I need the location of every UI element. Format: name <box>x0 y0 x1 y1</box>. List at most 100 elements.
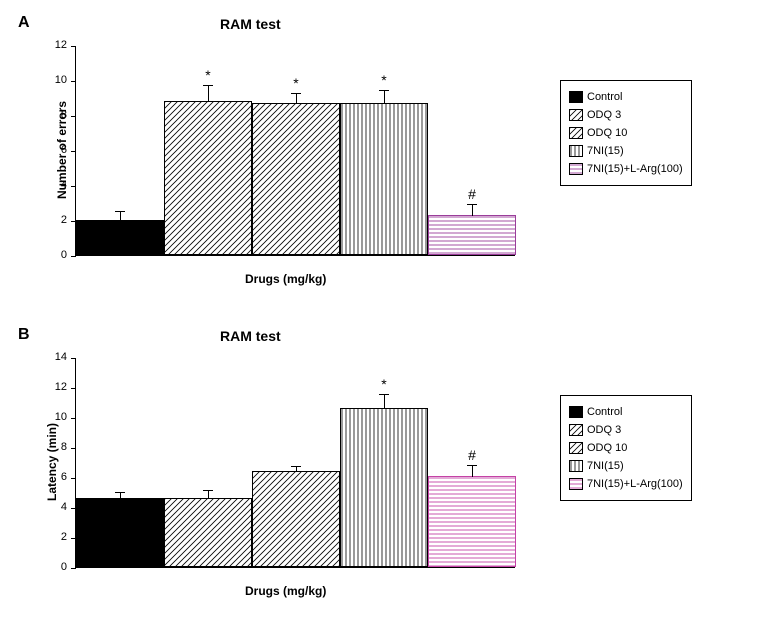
bar <box>252 471 340 567</box>
panel-a-title: RAM test <box>220 16 281 32</box>
legend-label: ODQ 3 <box>587 109 621 121</box>
ytick <box>71 418 76 419</box>
panel-b-plot: *# <box>75 358 515 568</box>
legend-b: Control ODQ 3 ODQ 10 7NI(15) 7NI(15)+L-Arg(1… <box>560 395 692 501</box>
legend-swatch <box>569 460 583 472</box>
panel-a-plot: * * * # <box>75 46 515 256</box>
ytick <box>71 81 76 82</box>
legend-label: 7NI(15) <box>587 145 624 157</box>
significance-marker: * <box>374 376 394 392</box>
legend-item: Control <box>569 404 683 420</box>
legend-swatch <box>569 406 583 418</box>
error-bar <box>120 492 121 499</box>
ytick-label: 6 <box>0 471 67 483</box>
error-cap <box>115 211 125 212</box>
legend-label: 7NI(15) <box>587 460 624 472</box>
ytick-label: 8 <box>0 109 67 121</box>
error-cap <box>203 490 213 491</box>
legend-item: 7NI(15)+L-Arg(100) <box>569 476 683 492</box>
error-cap <box>115 492 125 493</box>
bar <box>340 103 428 255</box>
error-bar <box>296 93 297 104</box>
ytick-label: 12 <box>0 39 67 51</box>
error-bar <box>208 490 209 499</box>
ytick-label: 14 <box>0 351 67 363</box>
panel-b-xlabel: Drugs (mg/kg) <box>245 584 326 598</box>
ytick <box>71 478 76 479</box>
legend-swatch <box>569 478 583 490</box>
legend-label: 7NI(15)+L-Arg(100) <box>587 478 683 490</box>
error-cap <box>467 465 477 466</box>
error-cap <box>467 204 477 205</box>
bar <box>252 103 340 255</box>
error-cap <box>379 394 389 395</box>
legend-swatch <box>569 109 583 121</box>
figure: A RAM test ***# Number of errors Drugs (… <box>0 0 766 636</box>
bar <box>164 101 252 255</box>
ytick <box>71 186 76 187</box>
legend-label: ODQ 10 <box>587 127 627 139</box>
legend-item: ODQ 3 <box>569 422 683 438</box>
error-bar <box>384 90 385 104</box>
bar <box>428 215 516 255</box>
ytick <box>71 388 76 389</box>
legend-item: 7NI(15) <box>569 143 683 159</box>
ytick <box>71 46 76 47</box>
ytick <box>71 151 76 152</box>
error-cap <box>291 466 301 467</box>
error-bar <box>384 394 385 409</box>
legend-swatch <box>569 91 583 103</box>
ytick-label: 2 <box>0 531 67 543</box>
legend-label: ODQ 3 <box>587 424 621 436</box>
legend-swatch <box>569 424 583 436</box>
legend-swatch <box>569 442 583 454</box>
panel-b-ylabel: Latency (min) <box>45 423 59 501</box>
ytick-label: 4 <box>0 501 67 513</box>
panel-a-label: A <box>18 14 30 32</box>
ytick-label: 2 <box>0 214 67 226</box>
ytick <box>71 448 76 449</box>
bar <box>76 498 164 567</box>
ytick-label: 10 <box>0 411 67 423</box>
ytick-label: 0 <box>0 249 67 261</box>
ytick-label: 10 <box>0 74 67 86</box>
legend-item: 7NI(15) <box>569 458 683 474</box>
ytick-label: 4 <box>0 179 67 191</box>
error-bar <box>472 204 473 216</box>
legend-item: Control <box>569 89 683 105</box>
legend-swatch <box>569 163 583 175</box>
error-bar <box>208 85 209 103</box>
legend-item: 7NI(15)+L-Arg(100) <box>569 161 683 177</box>
legend-item: ODQ 10 <box>569 440 683 456</box>
bar <box>340 408 428 567</box>
bar <box>76 220 164 255</box>
ytick-label: 0 <box>0 561 67 573</box>
error-cap <box>379 90 389 91</box>
legend-label: Control <box>587 406 622 418</box>
significance-marker: * <box>198 67 218 83</box>
error-bar <box>120 211 121 222</box>
error-cap <box>291 93 301 94</box>
significance-marker: # <box>462 447 482 463</box>
error-cap <box>203 85 213 86</box>
significance-marker: * <box>374 72 394 88</box>
ytick-label: 12 <box>0 381 67 393</box>
bar <box>428 476 516 568</box>
legend-item: ODQ 3 <box>569 107 683 123</box>
bar <box>164 498 252 567</box>
error-bar <box>472 465 473 477</box>
significance-marker: * <box>286 75 306 91</box>
ytick <box>71 358 76 359</box>
legend-item: ODQ 10 <box>569 125 683 141</box>
ytick <box>71 116 76 117</box>
ytick-label: 8 <box>0 441 67 453</box>
significance-marker: # <box>462 186 482 202</box>
ytick-label: 6 <box>0 144 67 156</box>
ytick <box>71 256 76 257</box>
legend-swatch <box>569 145 583 157</box>
panel-b-title: RAM test <box>220 328 281 344</box>
panel-a-xlabel: Drugs (mg/kg) <box>245 272 326 286</box>
legend-label: ODQ 10 <box>587 442 627 454</box>
legend-label: 7NI(15)+L-Arg(100) <box>587 163 683 175</box>
legend-label: Control <box>587 91 622 103</box>
